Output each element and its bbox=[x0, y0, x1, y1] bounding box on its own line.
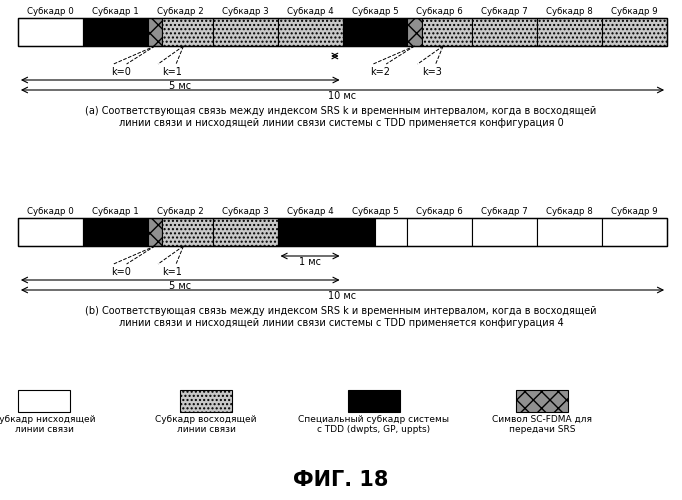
Text: Субкадр 8: Субкадр 8 bbox=[546, 207, 593, 216]
Bar bbox=[537, 218, 602, 246]
Text: Специальный субкадр системы
с TDD (dwpts, GP, uppts): Специальный субкадр системы с TDD (dwpts… bbox=[299, 415, 449, 434]
Text: 5 мс: 5 мс bbox=[169, 281, 192, 291]
Text: Субкадр 4: Субкадр 4 bbox=[286, 207, 333, 216]
Bar bbox=[18, 218, 667, 246]
Bar bbox=[162, 18, 213, 46]
Bar bbox=[213, 18, 278, 46]
Text: ФИГ. 18: ФИГ. 18 bbox=[293, 470, 389, 490]
Text: Субкадр 5: Субкадр 5 bbox=[352, 7, 398, 16]
Bar bbox=[473, 218, 537, 246]
Text: Субкадр 6: Субкадр 6 bbox=[417, 7, 463, 16]
Text: 10 мс: 10 мс bbox=[329, 91, 357, 101]
Bar bbox=[148, 18, 162, 46]
Text: Субкадр 1: Субкадр 1 bbox=[92, 207, 138, 216]
Bar bbox=[602, 18, 667, 46]
Bar bbox=[213, 218, 278, 246]
Text: k=1: k=1 bbox=[162, 67, 182, 77]
Text: Субкадр 3: Субкадр 3 bbox=[222, 7, 269, 16]
Bar bbox=[375, 218, 407, 246]
Bar bbox=[18, 218, 83, 246]
Text: Субкадр 2: Субкадр 2 bbox=[157, 7, 204, 16]
Text: Субкадр 5: Субкадр 5 bbox=[352, 207, 398, 216]
Bar bbox=[278, 218, 342, 246]
Text: Субкадр 9: Субкадр 9 bbox=[611, 7, 658, 16]
Bar bbox=[407, 218, 473, 246]
Text: (b) Соответствующая связь между индексом SRS k и временным интервалом, когда в в: (b) Соответствующая связь между индексом… bbox=[85, 306, 597, 328]
Text: Субкадр 6: Субкадр 6 bbox=[417, 207, 463, 216]
Bar bbox=[342, 18, 407, 46]
Bar bbox=[516, 390, 568, 412]
Text: 5 мс: 5 мс bbox=[169, 81, 192, 91]
Text: (a) Соответствующая связь между индексом SRS k и временным интервалом, когда в в: (a) Соответствующая связь между индексом… bbox=[85, 106, 597, 128]
Text: Субкадр 3: Субкадр 3 bbox=[222, 207, 269, 216]
Text: Субкадр восходящей
линии связи: Субкадр восходящей линии связи bbox=[155, 415, 256, 434]
Text: 10 мс: 10 мс bbox=[329, 291, 357, 301]
Bar bbox=[348, 390, 400, 412]
Bar bbox=[473, 18, 537, 46]
Text: Субкадр нисходящей
линии связи: Субкадр нисходящей линии связи bbox=[0, 415, 95, 434]
Bar bbox=[407, 18, 421, 46]
Bar bbox=[278, 18, 342, 46]
Bar bbox=[148, 218, 162, 246]
Bar bbox=[421, 18, 473, 46]
Bar bbox=[83, 18, 148, 46]
Text: k=0: k=0 bbox=[110, 67, 130, 77]
Text: Субкадр 9: Субкадр 9 bbox=[611, 207, 658, 216]
Bar bbox=[18, 390, 70, 412]
Text: Субкадр 1: Субкадр 1 bbox=[92, 7, 138, 16]
Text: k=0: k=0 bbox=[110, 267, 130, 277]
Text: Субкадр 0: Субкадр 0 bbox=[27, 7, 74, 16]
Text: k=1: k=1 bbox=[162, 267, 182, 277]
Bar bbox=[83, 218, 148, 246]
Bar bbox=[18, 18, 667, 46]
Bar bbox=[342, 218, 375, 246]
Text: Субкадр 0: Субкадр 0 bbox=[27, 207, 74, 216]
Text: Субкадр 7: Субкадр 7 bbox=[481, 7, 528, 16]
Bar bbox=[180, 390, 232, 412]
Bar bbox=[18, 18, 83, 46]
Bar bbox=[602, 218, 667, 246]
Text: Субкадр 8: Субкадр 8 bbox=[546, 7, 593, 16]
Text: k=2: k=2 bbox=[370, 67, 390, 77]
Bar bbox=[162, 218, 213, 246]
Text: Субкадр 4: Субкадр 4 bbox=[286, 7, 333, 16]
Text: Символ SC-FDMA для
передачи SRS: Символ SC-FDMA для передачи SRS bbox=[492, 415, 592, 434]
Text: Субкадр 2: Субкадр 2 bbox=[157, 207, 204, 216]
Text: Субкадр 7: Субкадр 7 bbox=[481, 207, 528, 216]
Text: k=3: k=3 bbox=[421, 67, 442, 77]
Bar bbox=[537, 18, 602, 46]
Text: 1 мс: 1 мс bbox=[299, 257, 321, 267]
